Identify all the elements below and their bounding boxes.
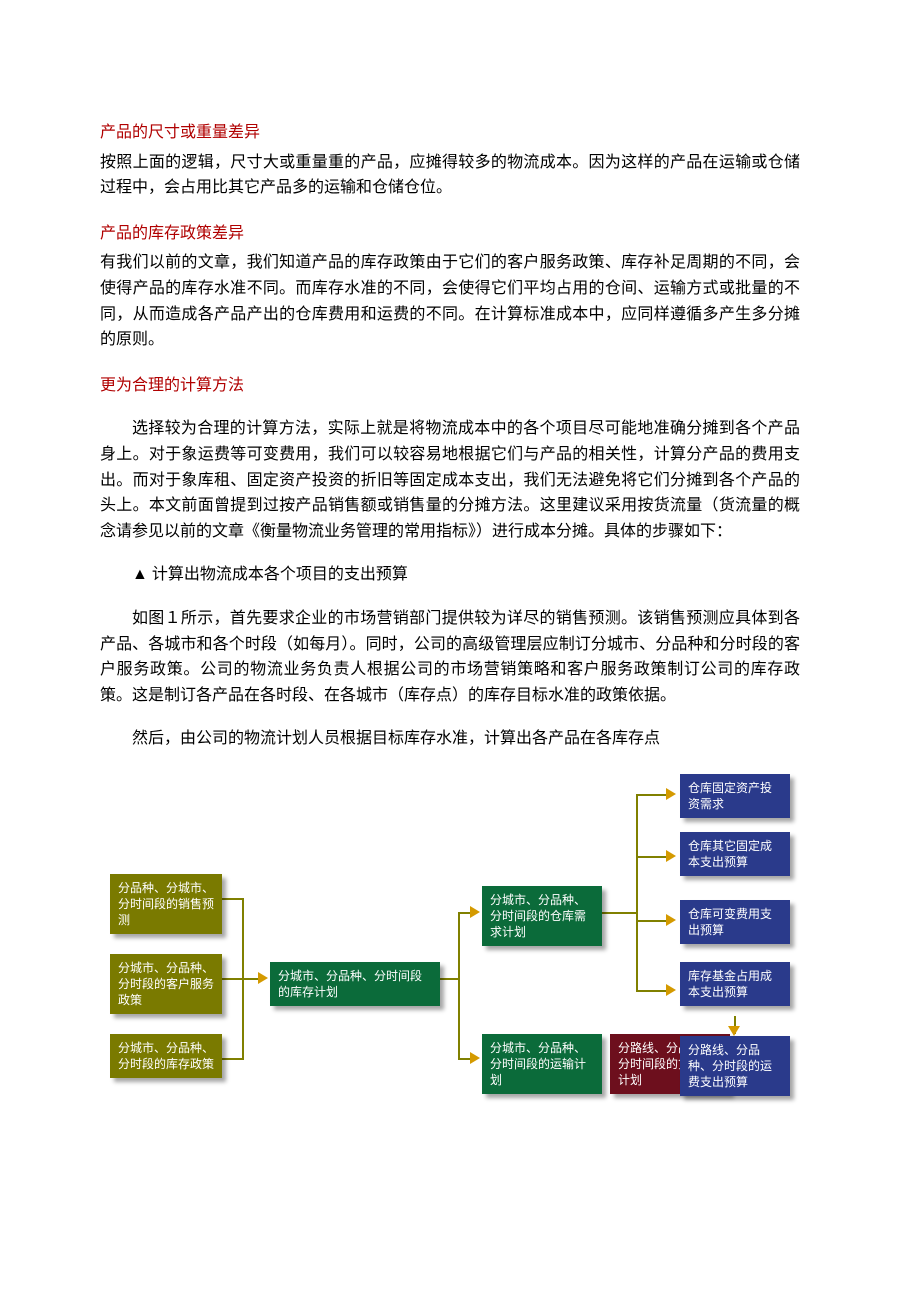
heading-method: 更为合理的计算方法 [100, 373, 800, 399]
conn [636, 794, 668, 796]
body-inventory-policy: 有我们以前的文章，我们知道产品的库存政策由于它们的客户服务政策、库存补足周期的不… [100, 250, 800, 352]
arrow-icon [470, 906, 480, 918]
conn [222, 978, 260, 980]
arrow-icon [470, 1052, 480, 1064]
arrow-icon [666, 914, 676, 926]
arrow-icon [258, 972, 268, 984]
arrow-icon [666, 788, 676, 800]
node-branch-warehouse-demand: 分城市、分品种、分时间段的仓库需求计划 [482, 886, 602, 947]
heading-inventory-policy: 产品的库存政策差异 [100, 221, 800, 247]
flowchart-figure: 分品种、分城市、分时间段的销售预测 分城市、分品种、分时段的客户服务政策 分城市… [100, 770, 800, 1150]
conn [602, 912, 638, 914]
conn [636, 990, 668, 992]
paragraph-figure-desc: 如图１所示，首先要求企业的市场营销部门提供较为详尽的销售预测。该销售预测应具体到… [100, 606, 800, 708]
node-center-inventory-plan: 分城市、分品种、分时间段的库存计划 [270, 962, 440, 1006]
conn [242, 898, 244, 980]
node-branch-transport-plan: 分城市、分品种、分时间段的运输计划 [482, 1034, 602, 1095]
conn [636, 856, 668, 858]
node-input-sales-forecast: 分品种、分城市、分时间段的销售预测 [110, 874, 222, 935]
body-size-weight: 按照上面的逻辑，尺寸大或重量重的产品，应摊得较多的物流成本。因为这样的产品在运输… [100, 150, 800, 201]
node-out-other-fixed-cost: 仓库其它固定成本支出预算 [680, 832, 790, 876]
conn [440, 978, 460, 980]
conn [222, 898, 244, 900]
conn [458, 912, 460, 1060]
node-out-fixed-asset: 仓库固定资产投资需求 [680, 774, 790, 818]
conn [222, 1058, 244, 1060]
bullet-budget: ▲ 计算出物流成本各个项目的支出预算 [132, 562, 800, 588]
node-out-freight-budget: 分路线、分品种、分时段的运费支出预算 [680, 1036, 790, 1097]
conn [636, 794, 638, 992]
conn [242, 978, 244, 1060]
arrow-icon [666, 850, 676, 862]
node-input-service-policy: 分城市、分品种、分时段的客户服务政策 [110, 954, 222, 1015]
node-input-inventory-policy: 分城市、分品种、分时段的库存政策 [110, 1034, 222, 1078]
arrow-icon [666, 984, 676, 996]
flowchart-canvas: 分品种、分城市、分时间段的销售预测 分城市、分品种、分时段的客户服务政策 分城市… [100, 770, 800, 1150]
heading-size-weight: 产品的尺寸或重量差异 [100, 120, 800, 146]
node-out-variable-cost: 仓库可变费用支出预算 [680, 900, 790, 944]
paragraph-method-intro: 选择较为合理的计算方法，实际上就是将物流成本中的各个项目尽可能地准确分摊到各个产… [100, 416, 800, 544]
paragraph-then: 然后，由公司的物流计划人员根据目标库存水准，计算出各产品在各库存点 [100, 726, 800, 752]
node-out-fund-occupation: 库存基金占用成本支出预算 [680, 962, 790, 1006]
conn [636, 920, 668, 922]
